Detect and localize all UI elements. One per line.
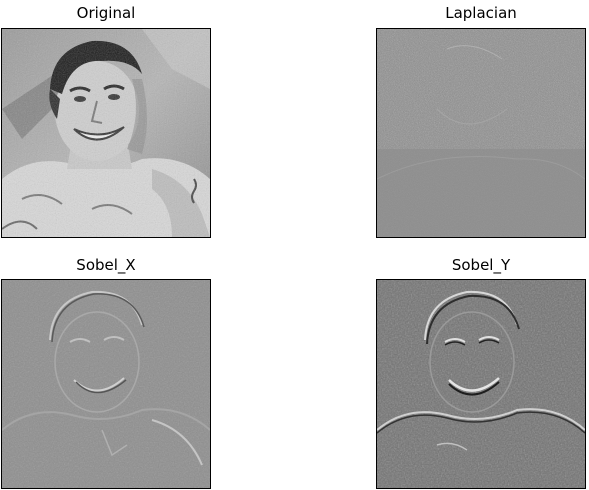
image-sobel-y <box>376 279 586 489</box>
sobel-x-graphic <box>2 280 210 488</box>
image-sobel-x <box>1 279 211 489</box>
laplacian-graphic <box>377 29 585 237</box>
image-laplacian <box>376 28 586 238</box>
panel-title-laplacian: Laplacian <box>445 4 517 22</box>
panel-title-sobel-y: Sobel_Y <box>451 256 511 274</box>
original-photo-graphic <box>2 29 210 237</box>
panel-title-original: Original <box>76 4 136 22</box>
panel-title-sobel-x: Sobel_X <box>76 256 136 274</box>
image-original <box>1 28 211 238</box>
sobel-y-graphic <box>377 280 585 488</box>
